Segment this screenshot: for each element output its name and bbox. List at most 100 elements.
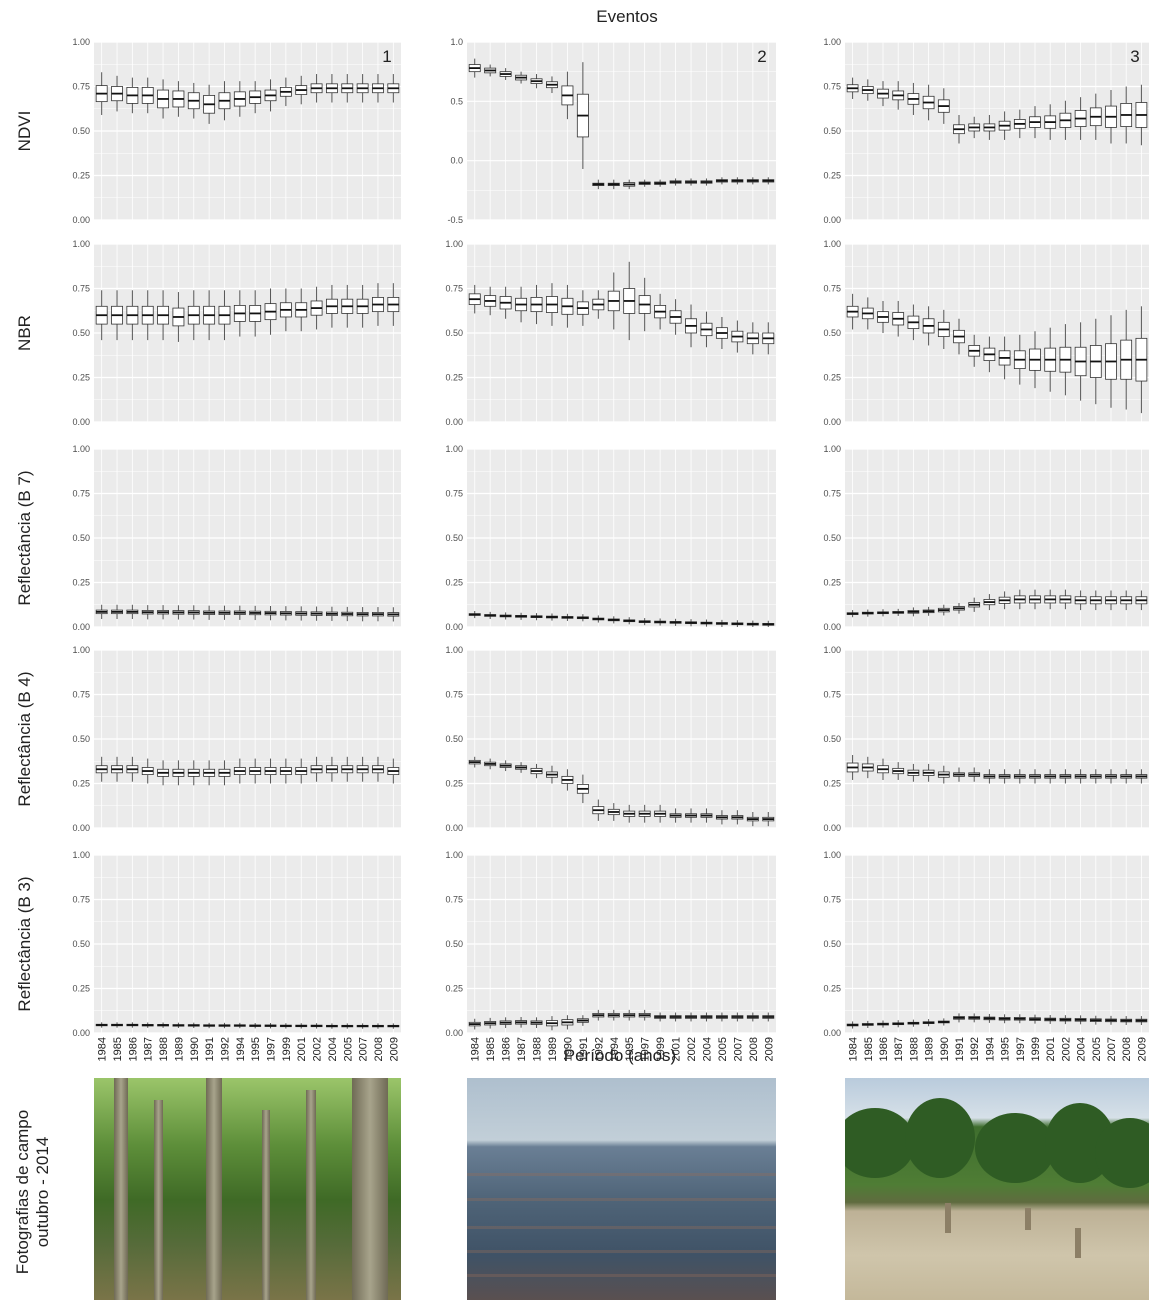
box-1990 [937, 88, 950, 124]
box-1984 [95, 72, 108, 115]
box-2005 [1089, 590, 1102, 611]
box-1990 [187, 760, 200, 786]
box-1995 [998, 1014, 1011, 1024]
y-tick-label: 0.00 [445, 622, 463, 632]
box-2004 [325, 756, 338, 782]
box-2001 [669, 178, 682, 186]
y-tick-label: 0.00 [823, 1028, 841, 1038]
box-2007 [1105, 590, 1117, 611]
box-2008 [372, 1023, 384, 1029]
box-1988 [907, 607, 920, 617]
x-tick-label: 2001 [671, 1037, 683, 1061]
box-1986 [126, 77, 139, 114]
figure-top-title: Eventos [596, 7, 657, 26]
box-1989 [172, 292, 185, 342]
box-2008 [746, 620, 759, 627]
box-1994 [233, 290, 246, 337]
box-1995 [249, 290, 262, 337]
y-tick-label: 0.25 [72, 373, 90, 383]
box-2005 [341, 284, 354, 328]
y-tick-label: 0.00 [72, 823, 90, 833]
box-1990 [937, 765, 950, 784]
y-tick-label: 0.75 [823, 82, 841, 92]
box-2002 [1059, 769, 1072, 784]
box-2002 [685, 304, 697, 348]
box-1989 [922, 84, 935, 121]
x-tick-label: 2005 [717, 1037, 729, 1061]
box-1987 [141, 758, 154, 784]
x-tick-label: 1999 [281, 1037, 293, 1061]
box-2002 [685, 1012, 697, 1022]
box-2008 [1120, 769, 1133, 784]
panel-3-2: 0.00 0.25 0.50 0.75 1.00 [445, 444, 776, 632]
x-tick-label: 1984 [470, 1037, 482, 1061]
box-2008 [1120, 309, 1133, 410]
box-1985 [861, 79, 874, 101]
box-2009 [387, 1023, 400, 1029]
x-tick-label: 1995 [1000, 1037, 1012, 1061]
y-tick-label: 0.75 [445, 690, 463, 700]
box-1985 [111, 756, 123, 782]
box-1991 [203, 290, 216, 341]
x-tick-label: 2002 [1060, 1037, 1072, 1061]
y-tick-label: 0.25 [72, 171, 90, 181]
box-1992 [218, 605, 231, 620]
y-tick-label: 0.25 [823, 578, 841, 588]
box-1999 [279, 77, 292, 107]
y-tick-label: 0.50 [823, 126, 841, 136]
box-1997 [264, 1023, 277, 1029]
x-tick-label: 1987 [893, 1037, 905, 1061]
y-tick-label: 1.00 [445, 444, 463, 454]
x-tick-label: 1992 [969, 1037, 981, 1061]
box-1997 [638, 804, 651, 823]
box-1984 [846, 1021, 859, 1029]
dead-stump [1025, 1208, 1031, 1230]
box-1984 [95, 290, 108, 341]
box-1995 [998, 336, 1011, 380]
x-tick-label: 1994 [235, 1037, 247, 1061]
box-1984 [846, 293, 859, 330]
box-1999 [1029, 769, 1041, 784]
photo-label-line-2: outubro - 2014 [33, 1137, 52, 1248]
panel-4-3: 0.00 0.25 0.50 0.75 1.00 [823, 645, 1149, 833]
y-tick-label: 0.75 [445, 895, 463, 905]
box-1997 [1013, 1014, 1026, 1024]
box-2009 [387, 607, 400, 622]
x-tick-label: 2004 [1076, 1037, 1088, 1061]
photo-row-label: Fotografias de campo outubro - 2014 [13, 1110, 52, 1274]
box-1986 [877, 758, 889, 780]
box-2004 [1074, 322, 1087, 401]
box-2007 [356, 284, 369, 328]
box-1994 [983, 336, 996, 373]
box-1986 [877, 300, 889, 333]
box-1995 [623, 261, 636, 341]
box-2007 [731, 177, 744, 185]
box-1990 [937, 309, 950, 350]
box-2007 [731, 1012, 744, 1022]
box-2004 [700, 311, 713, 348]
panel-1-1: 0.00 0.25 0.50 0.75 1.00 1 [72, 37, 401, 225]
box-1988 [530, 1017, 543, 1029]
tree-trunk [154, 1100, 163, 1300]
box-2004 [325, 284, 338, 328]
tree-crown [975, 1113, 1055, 1183]
column-number: 3 [1130, 47, 1139, 66]
box-1992 [968, 597, 981, 612]
box-1995 [998, 769, 1011, 784]
box-1988 [907, 1019, 920, 1027]
box-1987 [515, 612, 528, 620]
box-2007 [356, 1023, 369, 1029]
box-1989 [546, 765, 558, 784]
box-1995 [249, 81, 262, 114]
box-1987 [141, 605, 154, 620]
box-2007 [731, 810, 744, 825]
box-2004 [1074, 97, 1087, 140]
box-1984 [95, 756, 108, 782]
y-tick-label: 0.25 [823, 373, 841, 383]
box-1987 [892, 762, 905, 780]
box-1986 [499, 68, 512, 80]
y-tick-label: -0.5 [447, 215, 463, 225]
box-1999 [1029, 106, 1041, 139]
box-1995 [249, 605, 262, 621]
